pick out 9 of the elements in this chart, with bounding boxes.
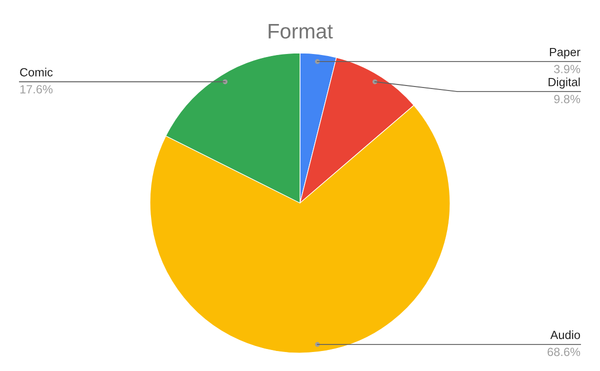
slice-label: Comic xyxy=(20,68,53,76)
data-label: 9.8% xyxy=(554,94,580,104)
slice-label: Paper xyxy=(550,48,580,59)
data-label: 68.6% xyxy=(548,348,580,356)
chart-title: Format xyxy=(268,24,333,39)
slice-label: Digital xyxy=(548,78,580,89)
data-label: 3.9% xyxy=(554,64,580,74)
data-label: 17.6% xyxy=(20,85,53,94)
slice-label: Audio xyxy=(550,330,580,340)
